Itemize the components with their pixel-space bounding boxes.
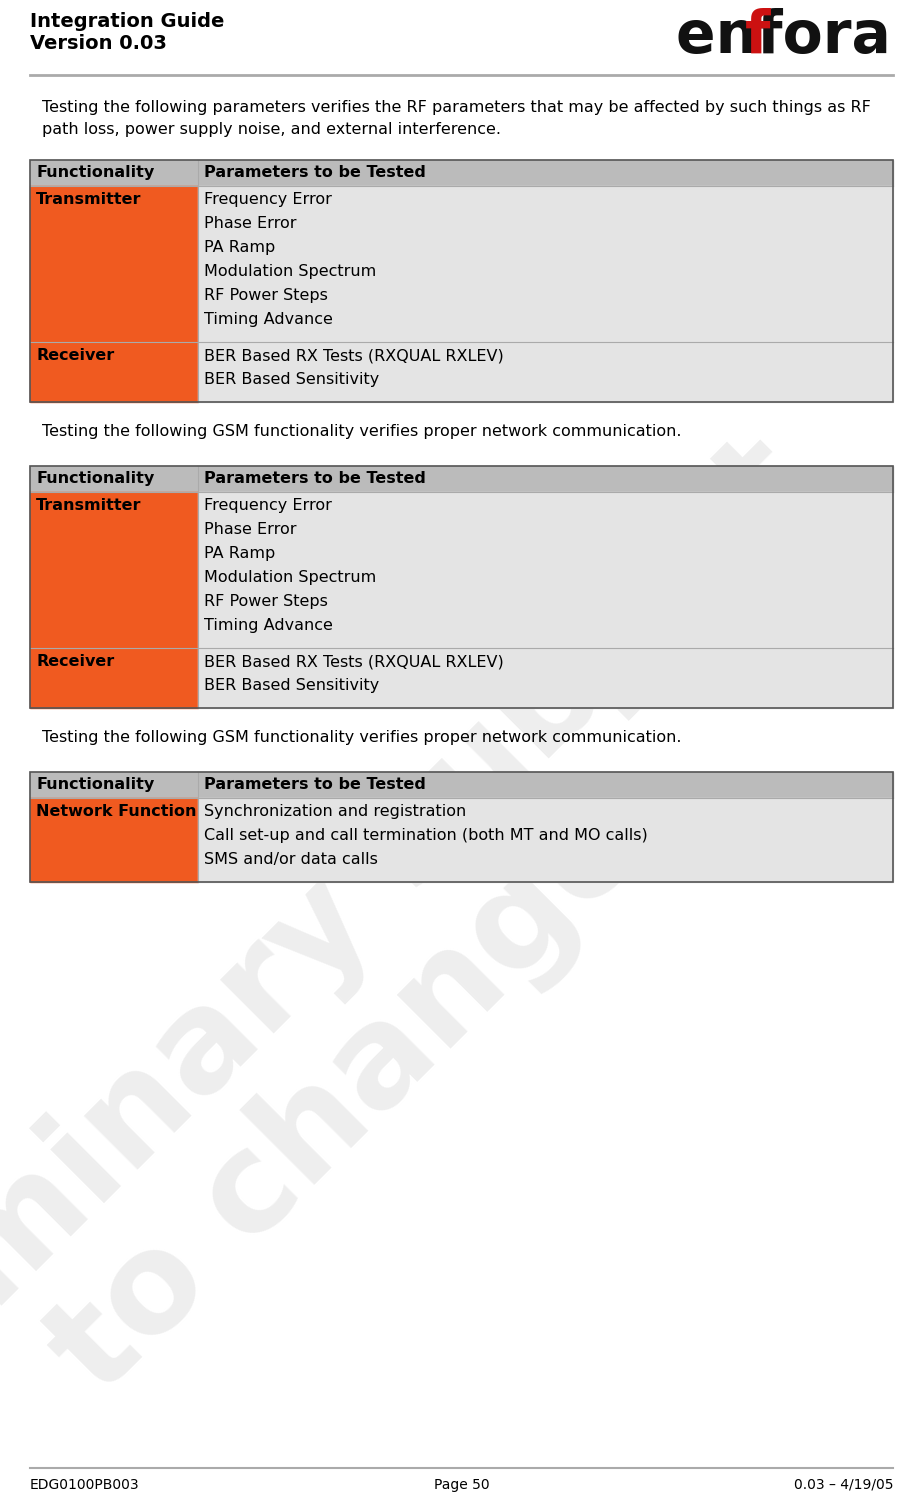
Bar — [30, 773, 893, 883]
Text: Testing the following parameters verifies the RF parameters that may be affected: Testing the following parameters verifie… — [42, 99, 871, 137]
Text: Parameters to be Tested: Parameters to be Tested — [204, 777, 426, 792]
Text: Functionality: Functionality — [36, 777, 154, 792]
Text: Integration Guide: Integration Guide — [30, 12, 225, 32]
Bar — [30, 160, 893, 187]
Text: Timing Advance: Timing Advance — [204, 312, 334, 327]
Text: 0.03 – 4/19/05: 0.03 – 4/19/05 — [794, 1477, 893, 1492]
Text: Parameters to be Tested: Parameters to be Tested — [204, 166, 426, 181]
Bar — [30, 798, 199, 883]
Text: RF Power Steps: RF Power Steps — [204, 288, 328, 303]
Text: Synchronization and registration: Synchronization and registration — [204, 804, 467, 819]
Text: EDG0100PB003: EDG0100PB003 — [30, 1477, 140, 1492]
Bar — [30, 342, 199, 402]
Text: BER Based RX Tests (RXQUAL RXLEV): BER Based RX Tests (RXQUAL RXLEV) — [204, 348, 504, 363]
Bar — [30, 492, 199, 648]
Text: Modulation Spectrum: Modulation Spectrum — [204, 569, 377, 584]
Bar — [199, 648, 893, 708]
Text: Phase Error: Phase Error — [204, 215, 297, 230]
Bar — [199, 187, 893, 342]
Text: Parameters to be Tested: Parameters to be Tested — [204, 471, 426, 486]
Text: Modulation Spectrum: Modulation Spectrum — [204, 264, 377, 279]
Text: Frequency Error: Frequency Error — [204, 191, 332, 206]
Text: f: f — [745, 8, 771, 65]
Text: PA Ramp: PA Ramp — [204, 239, 275, 255]
Text: Transmitter: Transmitter — [36, 498, 141, 514]
Text: Transmitter: Transmitter — [36, 191, 141, 206]
Text: Receiver: Receiver — [36, 654, 115, 669]
Bar — [199, 798, 893, 883]
Text: BER Based Sensitivity: BER Based Sensitivity — [204, 678, 380, 693]
Text: Functionality: Functionality — [36, 471, 154, 486]
Bar — [199, 492, 893, 648]
Text: Phase Error: Phase Error — [204, 523, 297, 538]
Text: Testing the following GSM functionality verifies proper network communication.: Testing the following GSM functionality … — [42, 730, 682, 745]
Text: Testing the following GSM functionality verifies proper network communication.: Testing the following GSM functionality … — [42, 425, 682, 440]
Bar — [30, 465, 893, 492]
Bar — [30, 465, 893, 708]
Bar — [30, 773, 893, 798]
Text: Call set-up and call termination (both MT and MO calls): Call set-up and call termination (both M… — [204, 828, 648, 843]
Text: PA Ramp: PA Ramp — [204, 547, 275, 562]
Text: RF Power Steps: RF Power Steps — [204, 593, 328, 608]
Bar — [199, 342, 893, 402]
Text: BER Based RX Tests (RXQUAL RXLEV): BER Based RX Tests (RXQUAL RXLEV) — [204, 654, 504, 669]
Text: Network Function: Network Function — [36, 804, 197, 819]
Text: BER Based Sensitivity: BER Based Sensitivity — [204, 372, 380, 387]
Text: SMS and/or data calls: SMS and/or data calls — [204, 852, 378, 867]
Text: Timing Advance: Timing Advance — [204, 617, 334, 633]
Text: Preliminary subject
to change: Preliminary subject to change — [0, 416, 924, 1506]
Text: Receiver: Receiver — [36, 348, 115, 363]
Bar — [30, 187, 199, 342]
Text: enf​ora: enf​ora — [676, 8, 891, 65]
Text: Functionality: Functionality — [36, 166, 154, 181]
Bar — [30, 648, 199, 708]
Bar — [30, 160, 893, 402]
Text: Version 0.03: Version 0.03 — [30, 35, 167, 53]
Text: Frequency Error: Frequency Error — [204, 498, 332, 514]
Text: Page 50: Page 50 — [434, 1477, 490, 1492]
